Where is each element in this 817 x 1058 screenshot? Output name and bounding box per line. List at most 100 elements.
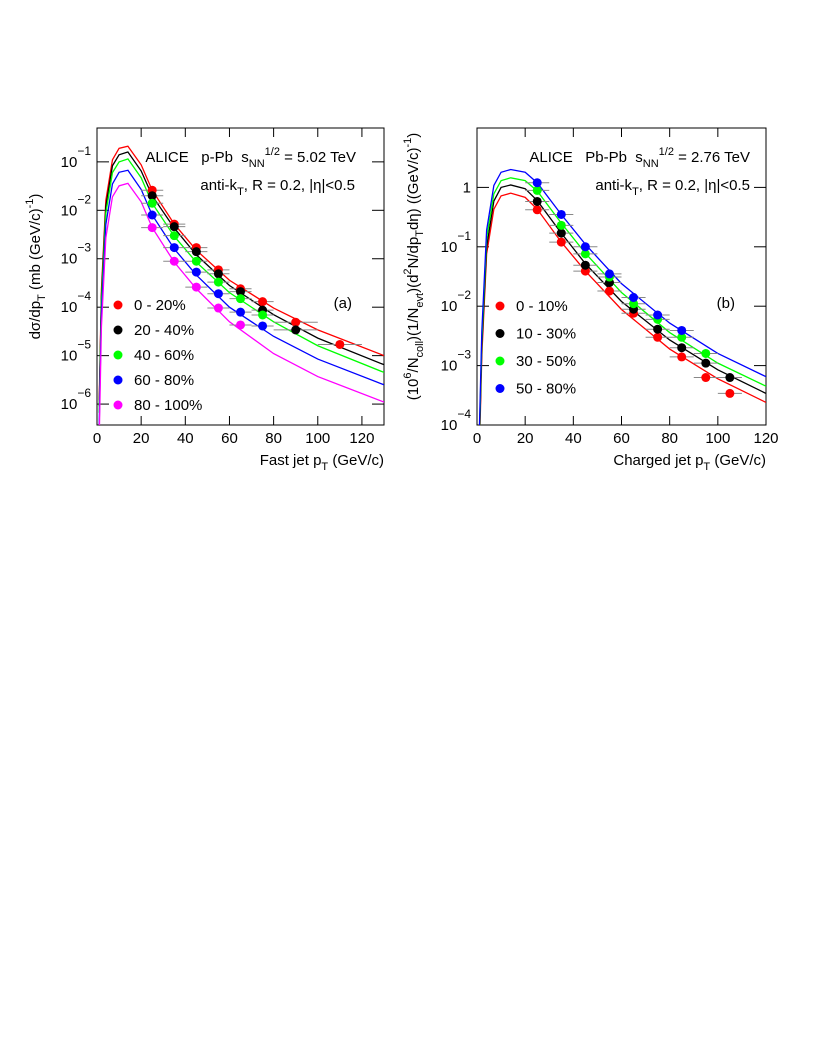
data-point (335, 339, 345, 349)
legend-label: 40 - 60% (134, 347, 194, 364)
data-point (258, 310, 268, 320)
data-point (236, 320, 245, 330)
tick-exponent: −3 (457, 348, 471, 362)
y-axis-label: dσ/dpT (mb (GeV/c)-1) (24, 194, 48, 340)
text-part: N/dp (405, 237, 422, 269)
data-point (169, 231, 179, 241)
text-part: 1/2 (265, 146, 280, 158)
text-part: -1 (24, 199, 36, 209)
data-point (604, 286, 614, 296)
text-part: , R = 0.2, |η|<0.5 (639, 177, 750, 194)
x-tick-label: 60 (613, 430, 630, 447)
legend-marker (113, 375, 123, 385)
tick-base: 10 (441, 239, 458, 256)
data-point (532, 185, 542, 195)
panel: 0 20 40 60 80 100 12010−410−310−210−11Charged … (402, 127, 779, 473)
legend-marker (113, 300, 123, 310)
legend-label: 60 - 80% (134, 372, 194, 389)
x-tick-label: 80 (661, 430, 678, 447)
fit-curve (479, 192, 766, 425)
data-point (532, 196, 542, 206)
tick-base: 10 (441, 358, 458, 375)
legend-marker (495, 356, 505, 366)
plot-frame (96, 127, 385, 426)
x-tick-label: 20 (133, 430, 150, 447)
text-part: T (321, 461, 328, 473)
annotation: ALICE Pb-Pb sNN1/2 = 2.76 TeV (529, 146, 750, 170)
data-point (191, 282, 201, 292)
data-point (236, 287, 245, 297)
tick-base: 10 (441, 417, 458, 434)
data-point (169, 243, 179, 253)
legend-marker (495, 329, 505, 338)
tick-exponent: −4 (457, 407, 471, 421)
legend-label: 80 - 100% (134, 397, 202, 414)
tick-exponent: −5 (77, 338, 91, 352)
data-point (653, 324, 663, 334)
tick-base: 10 (61, 299, 78, 316)
text-part: (10 (405, 379, 422, 401)
data-point (701, 348, 711, 358)
tick-exponent: −3 (77, 241, 91, 255)
x-tick-label: 40 (565, 430, 582, 447)
data-point (169, 222, 179, 232)
data-point (532, 178, 542, 188)
y-tick-label: 10−4 (61, 289, 92, 316)
annotation: anti-kT, R = 0.2, |η|<0.5 (200, 177, 355, 198)
annotation: (b) (717, 295, 735, 312)
data-point (604, 269, 614, 279)
text-part: (GeV/c) (328, 452, 384, 469)
legend-label: 20 - 40% (134, 322, 194, 339)
text-part: /N (405, 357, 422, 372)
data-point (236, 307, 245, 317)
text-part: T (632, 186, 639, 198)
tick-base: 1 (463, 179, 471, 196)
x-tick-label: 100 (705, 430, 730, 447)
tick-base: 10 (61, 348, 78, 365)
y-tick-label: 1 (463, 179, 471, 196)
data-point (653, 332, 663, 342)
text-part: anti-k (200, 177, 237, 194)
text-part: = 2.76 TeV (674, 149, 750, 166)
y-tick-label: 10−6 (61, 386, 92, 413)
x-tick-label: 0 (93, 430, 101, 447)
data-point (556, 228, 566, 238)
data-point (580, 260, 590, 270)
annotation: ALICE p-Pb sNN1/2 = 5.02 TeV (145, 146, 356, 170)
tick-exponent: −2 (457, 288, 471, 302)
data-point (725, 373, 735, 383)
data-point (147, 198, 157, 208)
data-point (291, 317, 301, 327)
text-part: NN (249, 158, 265, 170)
data-point (532, 205, 542, 215)
y-tick-label: 10−3 (441, 348, 472, 375)
text-part: )(1/N (405, 308, 422, 341)
text-part: evt (414, 293, 426, 308)
legend-label: 50 - 80% (516, 381, 576, 398)
y-tick-label: 10−1 (441, 229, 472, 256)
text-part: Charged jet p (613, 452, 703, 469)
text-part: ALICE Pb-Pb s (529, 149, 642, 166)
data-point (258, 297, 268, 307)
data-point (191, 247, 201, 257)
text-part: = 5.02 TeV (280, 149, 356, 166)
x-tick-label: 0 (473, 430, 481, 447)
tick-exponent: −6 (77, 386, 91, 400)
plot-area (98, 145, 384, 425)
y-tick-label: 10−1 (61, 144, 92, 171)
text-part: dσ/dp (27, 301, 44, 339)
y-tick-label: 10−2 (441, 288, 472, 315)
data-point (236, 294, 245, 304)
data-point (677, 325, 687, 335)
x-axis-label: Charged jet pT (GeV/c) (613, 452, 766, 473)
text-part: -1 (402, 138, 414, 148)
text-part: (a) (334, 295, 352, 312)
data-point (213, 277, 223, 287)
text-part: T (36, 294, 48, 301)
data-point (213, 269, 223, 279)
data-point (169, 256, 179, 266)
x-tick-label: 120 (753, 430, 778, 447)
fit-curve (479, 177, 766, 425)
legend-label: 30 - 50% (516, 353, 576, 370)
